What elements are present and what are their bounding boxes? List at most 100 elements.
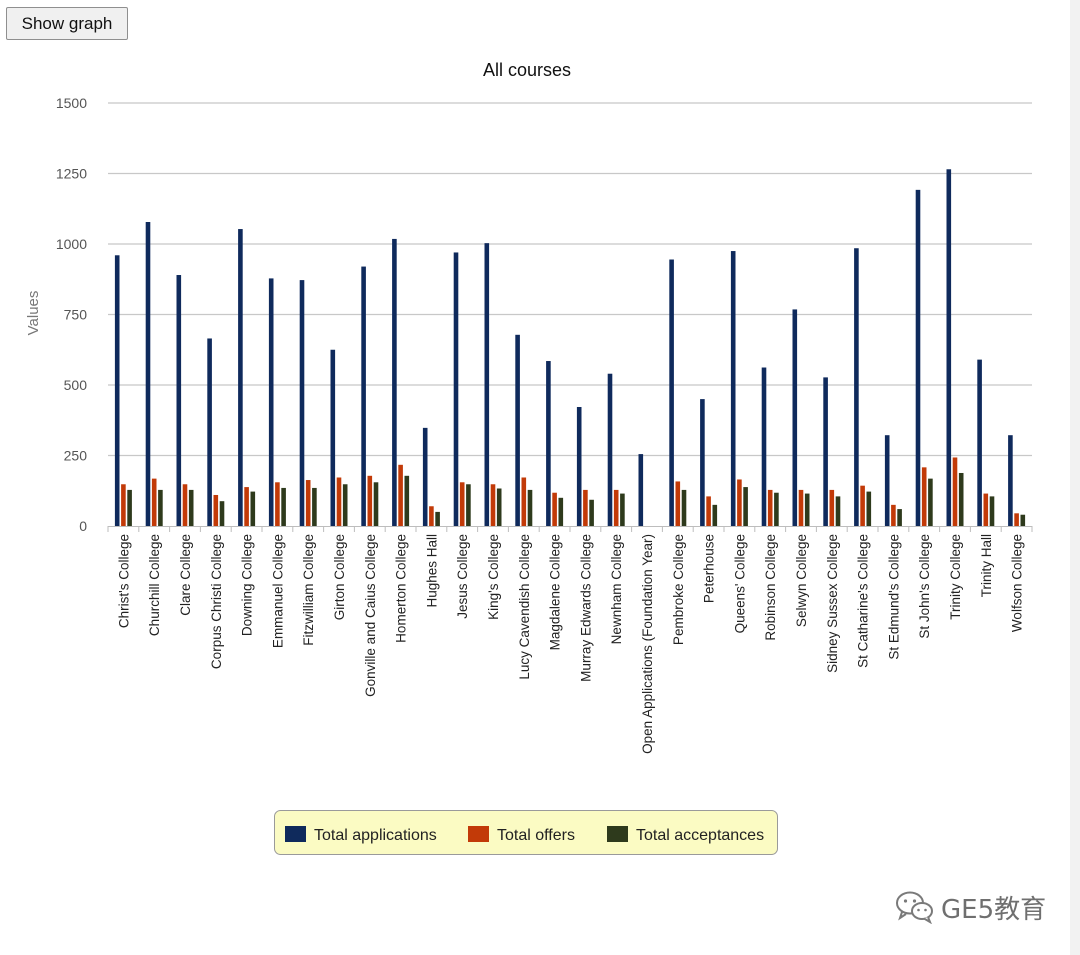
applications-bar xyxy=(700,399,705,526)
y-axis-label: Values xyxy=(25,291,42,336)
offers-bar xyxy=(182,484,188,526)
acceptances-bar xyxy=(712,504,718,526)
applications-bar xyxy=(792,309,798,526)
x-tick-label: Peterhouse xyxy=(702,534,717,603)
x-tick-label: Jesus College xyxy=(455,534,470,619)
x-tick-label: St Edmund's College xyxy=(886,534,901,660)
x-tick-label: Hughes Hall xyxy=(424,534,439,608)
show-graph-button[interactable]: Show graph xyxy=(6,7,128,40)
applications-bar xyxy=(422,427,428,526)
applications-bar xyxy=(546,361,551,526)
applications-bar xyxy=(361,266,366,526)
x-tick-label: Trinity College xyxy=(948,534,963,620)
watermark-text: GE5教育 xyxy=(941,894,1047,925)
applications-bar xyxy=(299,280,305,526)
legend-label: Total offers xyxy=(497,827,575,844)
offers-bar xyxy=(921,467,927,526)
offers-bar xyxy=(675,481,681,526)
applications-bar xyxy=(484,243,490,527)
offers-bar xyxy=(275,482,280,526)
x-tick-label: Trinity Hall xyxy=(979,534,994,597)
offers-bar xyxy=(305,480,311,526)
legend-label: Total applications xyxy=(314,827,437,844)
x-tick-label: Corpus Christi College xyxy=(209,534,224,669)
legend-swatch xyxy=(468,826,489,842)
acceptances-bar xyxy=(127,489,132,526)
offers-bar xyxy=(983,493,989,526)
acceptances-bar xyxy=(743,487,748,526)
legend-label: Total acceptances xyxy=(636,827,764,844)
applications-bar xyxy=(1008,435,1013,526)
y-tick-label: 750 xyxy=(64,307,88,323)
y-tick-label: 500 xyxy=(64,377,88,393)
applications-bar xyxy=(238,229,243,526)
offers-bar xyxy=(429,506,434,526)
offers-bar xyxy=(767,489,773,526)
acceptances-bar xyxy=(342,484,348,526)
offers-bar xyxy=(336,477,342,526)
bars xyxy=(114,169,1026,527)
acceptances-bar xyxy=(589,499,594,526)
applications-bar xyxy=(730,251,736,527)
offers-bar xyxy=(121,484,126,526)
x-axis-ticks: Christ's College Churchill College Clare C… xyxy=(107,526,1033,754)
offers-bar xyxy=(244,487,249,526)
y-tick-label: 1250 xyxy=(56,166,87,182)
acceptances-bar xyxy=(373,482,379,526)
applications-bar xyxy=(268,278,274,526)
applications-bar xyxy=(607,373,613,526)
x-tick-label: Selwyn College xyxy=(794,534,809,627)
offers-bar xyxy=(798,489,804,526)
offers-bar xyxy=(398,464,403,526)
applications-bar xyxy=(823,377,828,526)
acceptances-bar xyxy=(466,484,471,526)
acceptances-bar xyxy=(250,491,256,526)
offers-bar xyxy=(151,478,157,526)
x-tick-label: Robinson College xyxy=(763,534,778,641)
acceptances-bar xyxy=(158,489,163,526)
x-tick-label: Pembroke College xyxy=(671,534,686,645)
offers-bar xyxy=(952,457,958,526)
applications-bar xyxy=(392,238,397,526)
offers-bar xyxy=(613,489,619,526)
acceptances-bar xyxy=(835,496,841,526)
acceptances-bar xyxy=(1020,514,1026,526)
acceptances-bar xyxy=(958,472,964,526)
applications-bar xyxy=(207,338,212,526)
offers-bar xyxy=(829,489,835,526)
x-tick-label: Clare College xyxy=(178,534,193,616)
chart-title: All courses xyxy=(483,60,571,80)
acceptances-bar xyxy=(404,475,410,526)
offers-bar xyxy=(860,485,865,526)
offers-bar xyxy=(490,484,496,526)
applications-bar xyxy=(114,255,120,526)
applications-bar xyxy=(854,248,859,527)
x-tick-label: Homerton College xyxy=(394,534,409,643)
acceptances-bar xyxy=(866,491,872,526)
acceptances-bar xyxy=(558,497,564,526)
y-tick-label: 1000 xyxy=(56,236,87,252)
legend-box xyxy=(274,810,778,855)
x-tick-label: Downing College xyxy=(240,534,255,636)
applications-bar xyxy=(761,367,767,526)
offers-bar xyxy=(552,492,557,526)
wechat-logo-icon xyxy=(896,891,933,924)
legend: Total applications Total offers Total acce… xyxy=(274,810,778,855)
x-tick-label: Magdalene College xyxy=(548,534,563,650)
window-edge xyxy=(1070,0,1080,955)
x-tick-label: St Catharine's College xyxy=(856,534,871,668)
x-tick-label: Fitzwilliam College xyxy=(301,534,316,646)
acceptances-bar xyxy=(188,489,194,526)
watermark: GE5教育 xyxy=(895,888,1046,926)
y-tick-label: 0 xyxy=(79,518,87,534)
acceptances-bar xyxy=(281,487,286,526)
x-tick-label: Newnham College xyxy=(609,534,624,644)
x-tick-label: King's College xyxy=(486,534,501,620)
acceptances-bar xyxy=(496,488,502,526)
acceptances-bar xyxy=(681,489,687,526)
x-tick-label: Gonville and Caius College xyxy=(363,534,378,697)
applications-bar xyxy=(638,454,644,526)
acceptances-bar xyxy=(774,492,779,526)
applications-bar xyxy=(977,359,982,526)
